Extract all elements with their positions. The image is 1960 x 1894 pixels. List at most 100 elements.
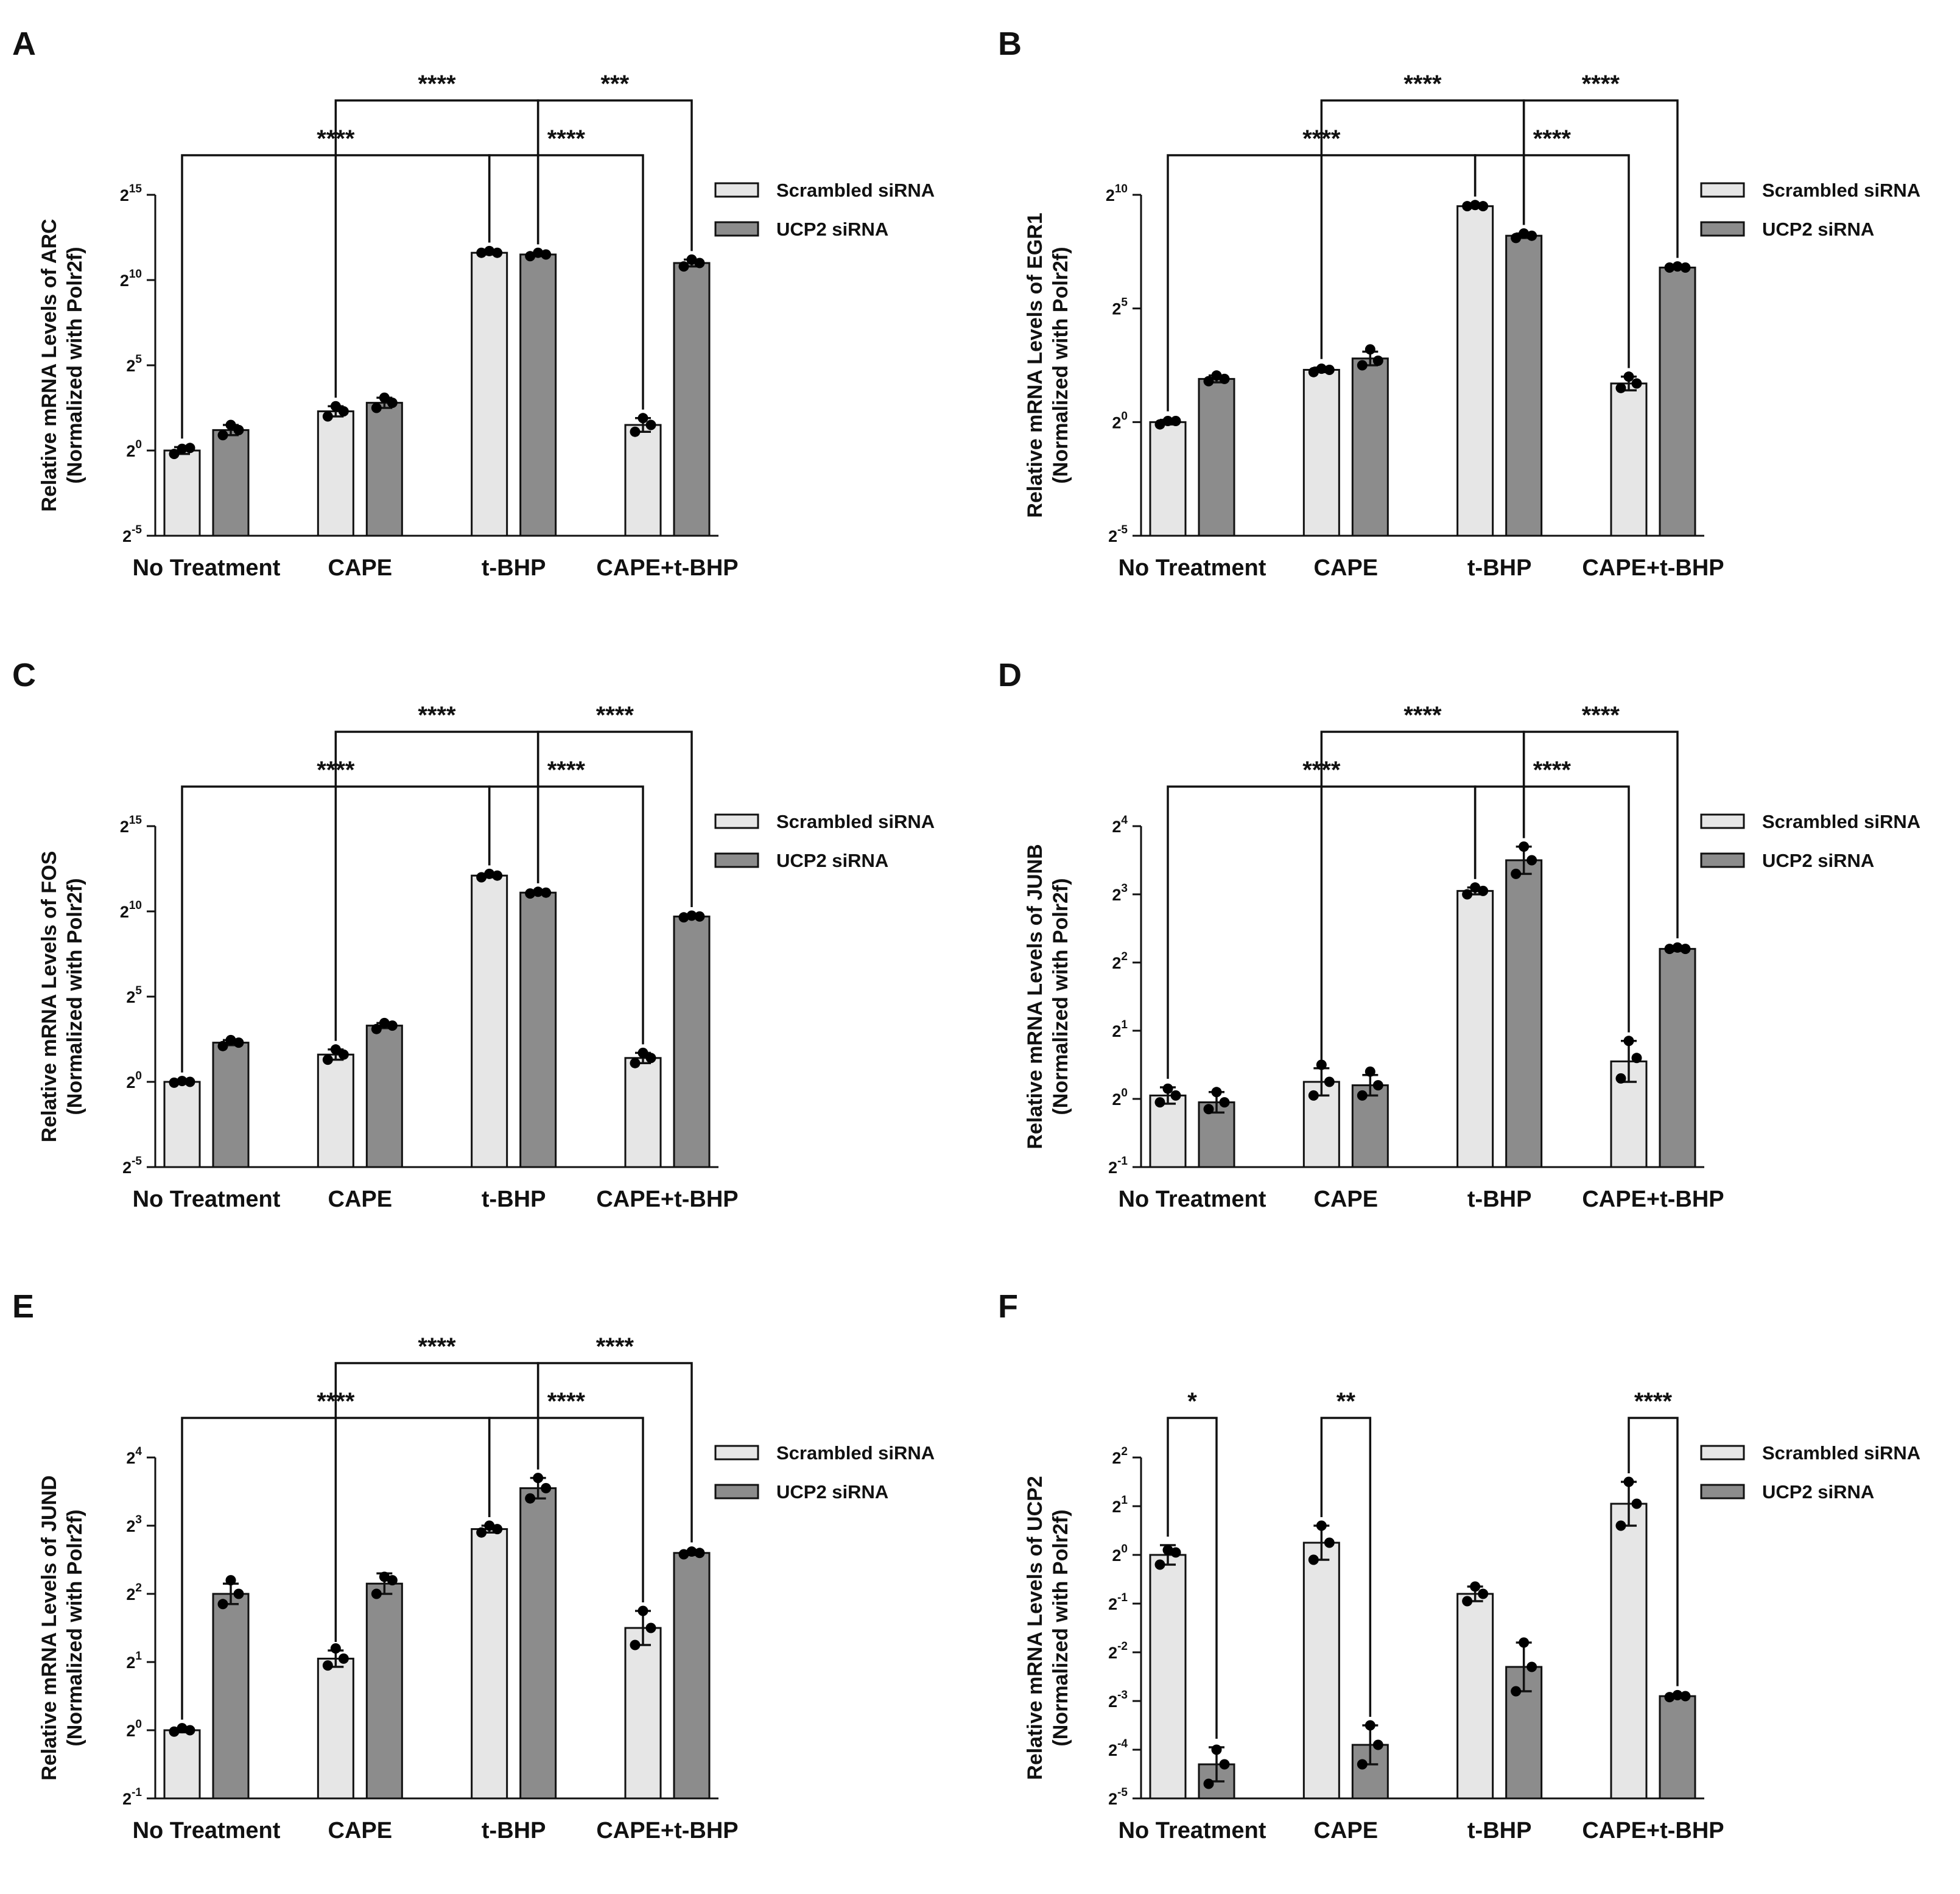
legend-label: Scrambled siRNA	[1762, 811, 1920, 832]
panel-d: D Relative mRNA Levels of JUNB (Normalized…	[986, 631, 1960, 1263]
y-tick-label: 20	[126, 1718, 142, 1740]
y-axis-title: Relative mRNA Levels of FOS	[38, 851, 61, 1143]
data-point	[1615, 1520, 1626, 1531]
data-point	[387, 1020, 398, 1031]
legend-swatch	[714, 182, 759, 198]
bar-scrambled	[317, 410, 354, 537]
data-point	[678, 1549, 689, 1560]
significance-label: ****	[418, 1333, 456, 1360]
data-point	[694, 258, 705, 268]
data-point	[533, 1473, 544, 1484]
data-point	[322, 1660, 333, 1671]
y-tick-label: 215	[120, 814, 142, 836]
data-point	[645, 1053, 656, 1064]
data-point	[338, 1653, 349, 1664]
data-point	[177, 1723, 188, 1734]
significance-label: ****	[596, 1333, 634, 1360]
x-category-label: CAPE+t-BHP	[596, 1818, 738, 1843]
data-point	[1211, 1744, 1222, 1755]
significance-bracket	[536, 731, 693, 907]
bar-scrambled	[163, 1729, 201, 1800]
data-point	[371, 402, 382, 413]
data-point	[1365, 1720, 1375, 1731]
significance-bracket	[488, 154, 644, 410]
bar-ucp2	[1659, 1695, 1696, 1800]
data-point	[678, 261, 689, 272]
data-point	[1170, 1547, 1181, 1558]
bar-scrambled	[1456, 205, 1494, 537]
x-category-label: t-BHP	[1467, 1818, 1532, 1843]
data-point	[387, 398, 398, 409]
panel-letter: D	[998, 657, 1022, 693]
legend-swatch	[1700, 813, 1745, 829]
data-point	[1357, 360, 1368, 371]
bar-ucp2	[1351, 357, 1389, 537]
legend-label: UCP2 siRNA	[1762, 850, 1874, 871]
significance-bracket	[536, 1362, 693, 1543]
chart-b: B Relative mRNA Levels of EGR1 (Normalized…	[998, 26, 1920, 581]
data-point	[541, 887, 552, 898]
chart-a: A Relative mRNA Levels of ARC (Normalized …	[12, 26, 935, 581]
data-point	[645, 419, 656, 430]
legend-swatch	[1700, 1445, 1745, 1461]
y-tick-label: 2-3	[1108, 1689, 1128, 1711]
significance-bracket	[1474, 785, 1630, 1033]
bar-scrambled	[1302, 1542, 1340, 1800]
data-point	[177, 443, 188, 454]
data-point	[686, 1546, 697, 1557]
y-tick-label: 20	[1112, 410, 1128, 432]
x-category-label: CAPE+t-BHP	[596, 1187, 738, 1212]
significance-label: ****	[418, 71, 456, 97]
significance-bracket	[536, 99, 693, 251]
y-tick-label: 210	[120, 268, 142, 290]
data-point	[1519, 228, 1530, 239]
data-point	[1372, 1080, 1383, 1091]
data-point	[169, 449, 180, 460]
data-point	[1324, 1537, 1335, 1548]
data-point	[233, 424, 244, 435]
bar-ucp2	[365, 402, 403, 537]
y-tick-label: 24	[126, 1445, 142, 1467]
data-point	[1316, 1520, 1327, 1531]
x-category-label: No Treatment	[1119, 555, 1266, 581]
data-point	[541, 249, 552, 260]
data-point	[1511, 233, 1522, 244]
y-axis-subtitle: (Normalized with Polr2f)	[1049, 247, 1072, 483]
data-point	[217, 1040, 228, 1051]
y-tick-label: 20	[1112, 1087, 1128, 1109]
chart-c: C Relative mRNA Levels of FOS (Normalized …	[12, 657, 935, 1212]
y-tick-label: 2-5	[1108, 524, 1128, 545]
data-point	[1308, 1090, 1319, 1101]
bar-scrambled	[1456, 889, 1494, 1168]
data-point	[1615, 1073, 1626, 1084]
y-tick-label: 20	[126, 438, 142, 460]
y-axis-title: Relative mRNA Levels of JUNB	[1024, 844, 1047, 1149]
panel-c: C Relative mRNA Levels of FOS (Normalized …	[0, 631, 974, 1263]
y-tick-label: 210	[120, 899, 142, 921]
data-point	[678, 912, 689, 923]
significance-label: ****	[1403, 702, 1442, 729]
bar-ucp2	[1659, 266, 1696, 537]
x-category-label: CAPE+t-BHP	[1582, 1187, 1724, 1212]
data-point	[184, 1076, 195, 1087]
y-tick-label: 2-1	[1108, 1155, 1128, 1177]
data-point	[1470, 1581, 1481, 1592]
data-point	[379, 392, 390, 403]
panel-letter: B	[998, 26, 1022, 62]
data-point	[1631, 1498, 1642, 1509]
bar-scrambled	[163, 1081, 201, 1168]
y-tick-label: 2-1	[122, 1786, 142, 1808]
x-category-label: t-BHP	[482, 555, 546, 581]
data-point	[484, 245, 495, 256]
data-point	[484, 1520, 495, 1531]
bar-scrambled	[624, 1627, 662, 1800]
data-point	[492, 870, 503, 881]
y-tick-label: 22	[1112, 1445, 1128, 1467]
significance-label: ****	[1533, 125, 1572, 152]
data-point	[1478, 1588, 1489, 1599]
x-category-label: CAPE	[1314, 555, 1379, 581]
data-point	[1219, 1759, 1230, 1770]
bar-scrambled	[1610, 1503, 1648, 1800]
chart-e: E Relative mRNA Levels of JUND (Normalized…	[12, 1288, 935, 1843]
data-point	[1680, 944, 1691, 955]
